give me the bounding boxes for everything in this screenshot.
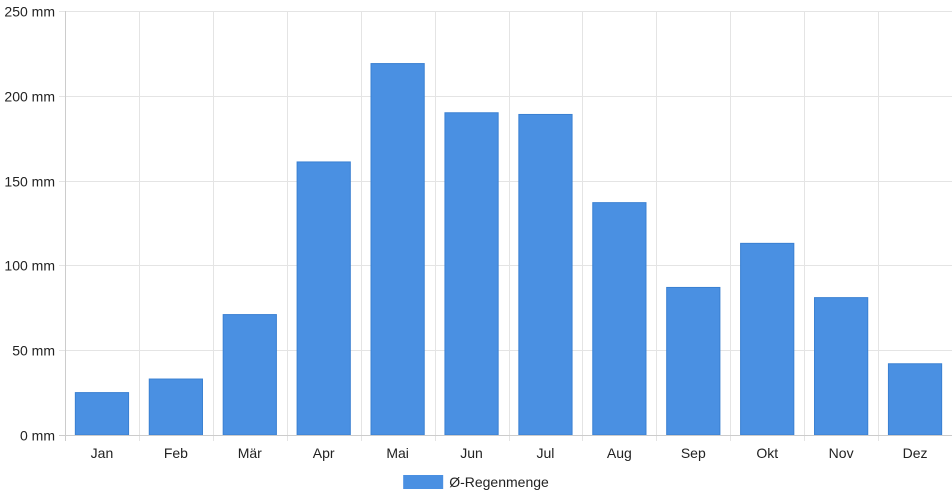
bar-Sep[interactable]	[666, 286, 721, 436]
x-tick-label: Aug	[607, 445, 632, 461]
bar-Jun[interactable]	[444, 112, 499, 436]
x-tick-label: Apr	[313, 445, 335, 461]
x-tick-label: Jun	[460, 445, 483, 461]
y-tick-label: 0 mm	[20, 428, 55, 444]
bar-Apr[interactable]	[296, 161, 351, 436]
y-tick-label: 150 mm	[4, 174, 55, 190]
legend[interactable]: Ø-Regenmenge	[403, 474, 549, 490]
bar-Jan[interactable]	[74, 392, 130, 436]
bar-Mär[interactable]	[222, 314, 277, 436]
x-tick-label: Mai	[386, 445, 409, 461]
y-tick-label: 200 mm	[4, 89, 55, 105]
bar-Aug[interactable]	[592, 202, 647, 436]
axes	[59, 11, 952, 441]
y-tick-labels: 0 mm 50 mm 100 mm 150 mm 200 mm 250 mm	[4, 4, 55, 444]
grid-lines	[59, 11, 952, 441]
y-tick-label: 50 mm	[12, 343, 55, 359]
bar-Nov[interactable]	[814, 297, 869, 436]
bar-Mai[interactable]	[370, 63, 425, 436]
y-tick-label: 250 mm	[4, 4, 55, 20]
x-tick-labels: Jan Feb Mär Apr Mai Jun Jul Aug Sep Okt Nov Dez	[91, 445, 928, 461]
legend-swatch[interactable]	[403, 475, 444, 489]
x-tick-label: Okt	[756, 445, 778, 461]
x-tick-label: Jan	[91, 445, 114, 461]
bar-Feb[interactable]	[148, 378, 203, 436]
bar-Dez[interactable]	[887, 363, 943, 436]
legend-label[interactable]: Ø-Regenmenge	[449, 474, 549, 490]
bar-Okt[interactable]	[740, 242, 795, 436]
x-tick-label: Mär	[238, 445, 262, 461]
bar-Jul[interactable]	[518, 113, 573, 436]
x-tick-label: Jul	[537, 445, 555, 461]
x-tick-label: Dez	[903, 445, 928, 461]
x-tick-label: Sep	[681, 445, 706, 461]
bars	[74, 63, 943, 436]
x-tick-label: Feb	[164, 445, 188, 461]
x-tick-label: Nov	[829, 445, 854, 461]
y-tick-label: 100 mm	[4, 258, 55, 274]
